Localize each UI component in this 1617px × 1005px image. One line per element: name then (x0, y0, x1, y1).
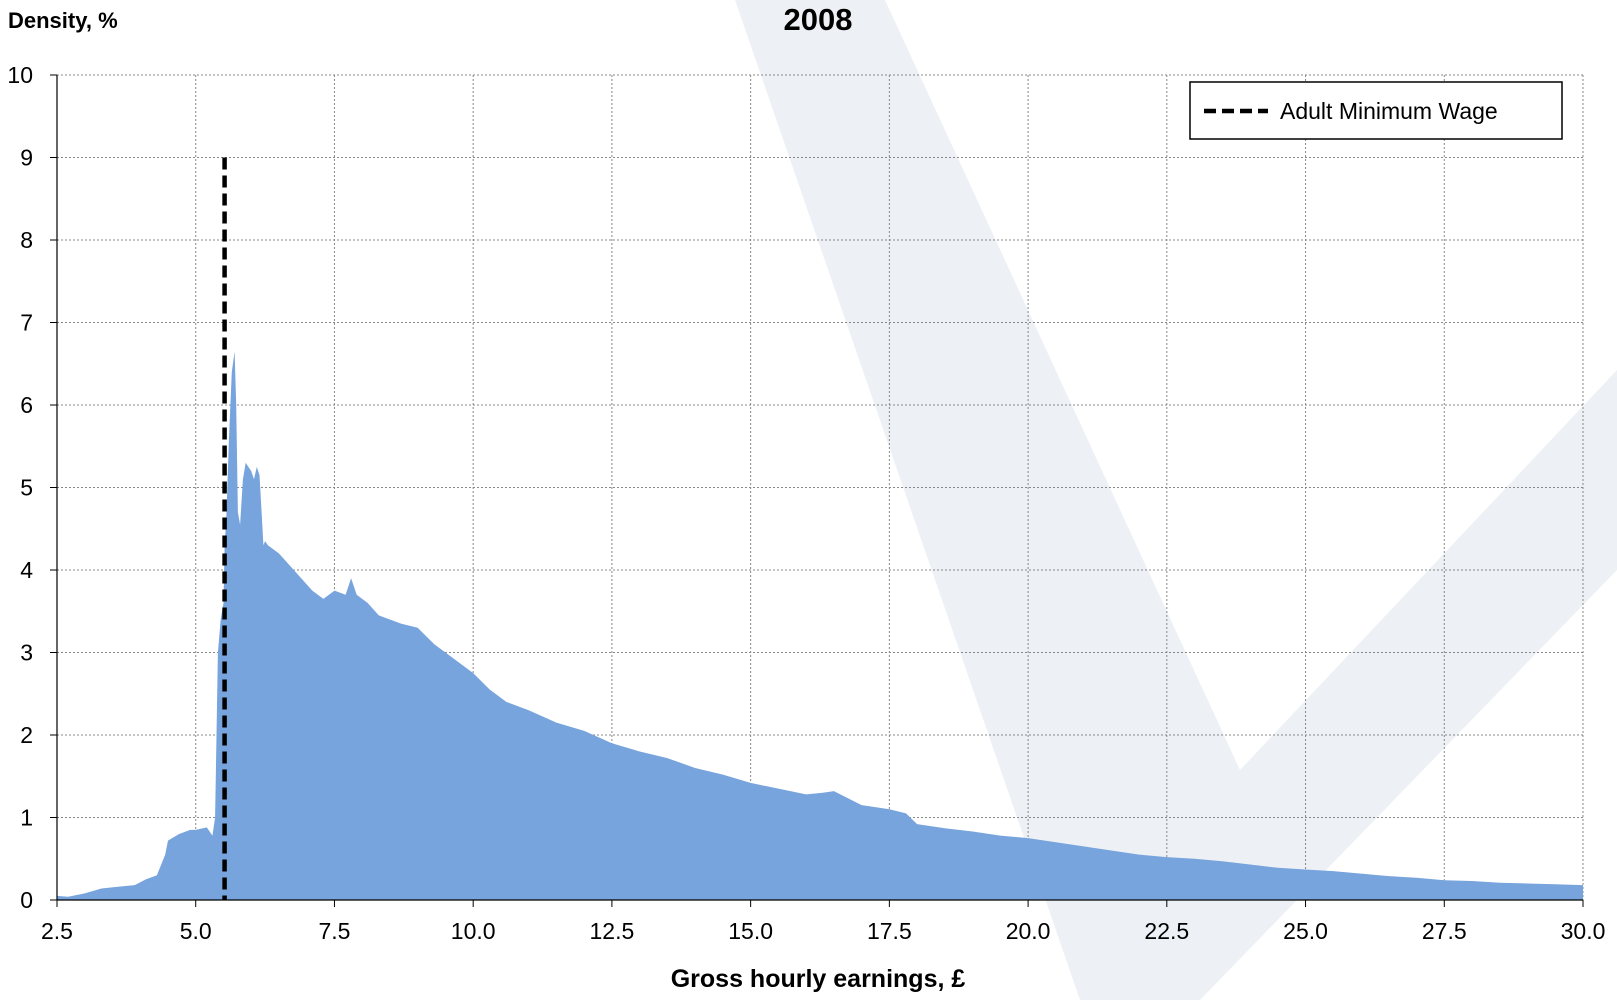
x-tick-label: 30.0 (1561, 918, 1606, 944)
y-tick-label: 8 (20, 227, 33, 253)
y-tick-label: 5 (20, 475, 33, 501)
y-tick-label: 10 (7, 62, 33, 88)
y-tick-label: 3 (20, 640, 33, 666)
y-tick-label: 1 (20, 805, 33, 831)
x-axis-label: Gross hourly earnings, £ (671, 965, 966, 993)
x-tick-label: 7.5 (318, 918, 350, 944)
y-tick-label: 0 (20, 887, 33, 913)
x-tick-label: 22.5 (1144, 918, 1189, 944)
tick-labels: 0 1 2 3 4 5 6 7 8 9 10 2.5 5.0 7.5 10.0 12.5 15.0 17.5 20.… (7, 62, 1605, 944)
area-layer (57, 351, 1583, 900)
y-tick-label: 9 (20, 145, 33, 171)
x-tick-label: 5.0 (180, 918, 212, 944)
axes (50, 74, 1584, 907)
y-tick-label: 4 (20, 557, 33, 583)
chart-title: 2008 (784, 2, 853, 37)
legend: Adult Minimum Wage (1189, 81, 1563, 140)
x-tick-label: 17.5 (867, 918, 912, 944)
x-tick-label: 2.5 (41, 918, 73, 944)
x-tick-label: 15.0 (728, 918, 773, 944)
y-tick-label: 7 (20, 310, 33, 336)
background-watermark (735, 0, 1617, 1000)
x-tick-label: 27.5 (1422, 918, 1467, 944)
x-tick-label: 20.0 (1006, 918, 1051, 944)
y-tick-label: 2 (20, 722, 33, 748)
grid-lines (57, 74, 1584, 900)
x-tick-label: 25.0 (1283, 918, 1328, 944)
y-tick-label: 6 (20, 392, 33, 418)
x-tick-label: 12.5 (590, 918, 635, 944)
legend-entry-adult-minimum-wage: Adult Minimum Wage (1280, 98, 1498, 124)
x-tick-label: 10.0 (451, 918, 496, 944)
y-axis-label: Density, % (8, 8, 118, 33)
density-area (57, 351, 1583, 900)
